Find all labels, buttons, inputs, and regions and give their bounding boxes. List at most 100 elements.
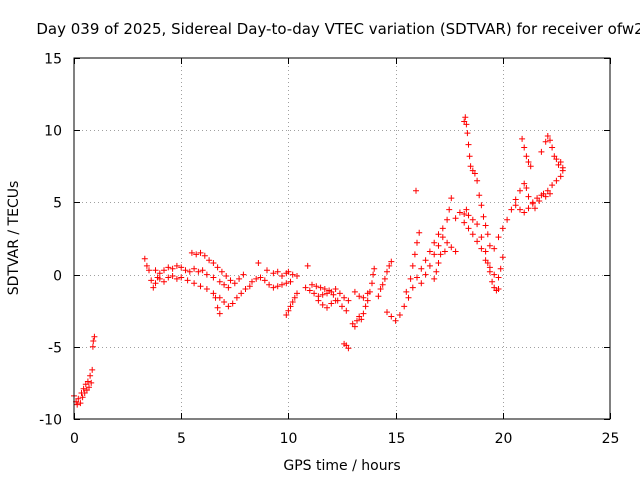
data-point (559, 164, 566, 171)
data-point (150, 284, 157, 291)
data-point (285, 307, 292, 314)
data-point (549, 144, 556, 151)
x-tick-label: 15 (388, 431, 406, 447)
data-point (326, 287, 333, 294)
data-point (370, 271, 377, 278)
data-point (433, 268, 440, 275)
data-point (431, 275, 438, 282)
data-point (478, 234, 485, 241)
data-point (512, 196, 519, 203)
data-point (414, 239, 420, 246)
data-point (306, 287, 313, 294)
data-point (371, 265, 378, 272)
data-point (253, 275, 260, 282)
data-point (403, 288, 410, 295)
data-point (431, 251, 438, 258)
data-point (195, 268, 202, 275)
data-point (225, 284, 232, 291)
data-point (313, 283, 320, 290)
data-point (547, 190, 553, 197)
data-point (466, 153, 473, 160)
data-point (249, 278, 255, 285)
data-point (311, 290, 318, 297)
data-point (283, 312, 290, 318)
data-point (381, 275, 388, 282)
data-point (396, 312, 403, 318)
data-point (491, 245, 498, 252)
data-point (309, 281, 315, 288)
data-point (89, 343, 96, 350)
data-point (426, 262, 433, 269)
data-point (283, 280, 290, 287)
x-tick-label: 5 (177, 431, 186, 447)
data-point (462, 114, 469, 121)
data-point (146, 267, 152, 274)
data-point (197, 283, 204, 290)
data-point (143, 262, 150, 269)
data-point (201, 252, 208, 259)
data-point (521, 144, 528, 151)
data-point (88, 379, 95, 386)
data-point (148, 277, 155, 284)
data-point (364, 290, 371, 297)
data-point (199, 267, 206, 274)
data-point (465, 225, 472, 232)
data-point (523, 185, 530, 191)
data-point (274, 283, 281, 290)
data-point (465, 141, 472, 148)
data-point (521, 180, 528, 187)
y-tick-label: 5 (53, 196, 62, 212)
data-point (169, 265, 176, 272)
data-point (294, 290, 300, 297)
data-point (165, 274, 172, 281)
data-point (469, 216, 476, 223)
data-point (377, 286, 384, 292)
data-point (482, 248, 489, 255)
data-point (474, 177, 481, 184)
data-point (221, 299, 228, 305)
data-point (538, 148, 545, 155)
data-point (89, 366, 96, 373)
data-point (214, 264, 221, 271)
data-point (386, 262, 393, 269)
data-point (354, 317, 360, 324)
data-point (482, 257, 489, 264)
data-point (409, 262, 416, 269)
data-point (482, 222, 489, 229)
data-point (388, 258, 395, 265)
data-point (84, 378, 91, 385)
data-point (203, 271, 210, 278)
data-point (369, 280, 375, 287)
data-point (534, 195, 541, 202)
data-point (489, 278, 496, 285)
data-point (345, 345, 352, 352)
data-point (161, 267, 167, 274)
data-point (464, 130, 471, 137)
data-point (332, 286, 339, 292)
y-tick-label: -10 (39, 413, 62, 429)
data-point (231, 280, 238, 287)
data-point (467, 163, 474, 170)
data-point (463, 206, 470, 213)
y-tick-label: 10 (44, 124, 62, 140)
data-point (188, 249, 195, 256)
data-point (87, 372, 94, 379)
data-point (504, 216, 511, 223)
x-tick-label: 20 (495, 431, 513, 447)
data-point (330, 291, 337, 298)
y-tick-label: -5 (48, 341, 62, 357)
x-tick-label: 25 (602, 431, 620, 447)
data-point (321, 286, 328, 292)
data-point (210, 260, 217, 266)
data-points (71, 114, 566, 408)
data-point (242, 286, 249, 292)
data-point (435, 242, 442, 249)
data-point (358, 316, 365, 323)
data-point (351, 323, 358, 330)
data-point (161, 278, 167, 285)
data-point (77, 400, 84, 407)
data-point (274, 268, 281, 275)
data-point (156, 270, 163, 277)
data-point (405, 294, 412, 301)
